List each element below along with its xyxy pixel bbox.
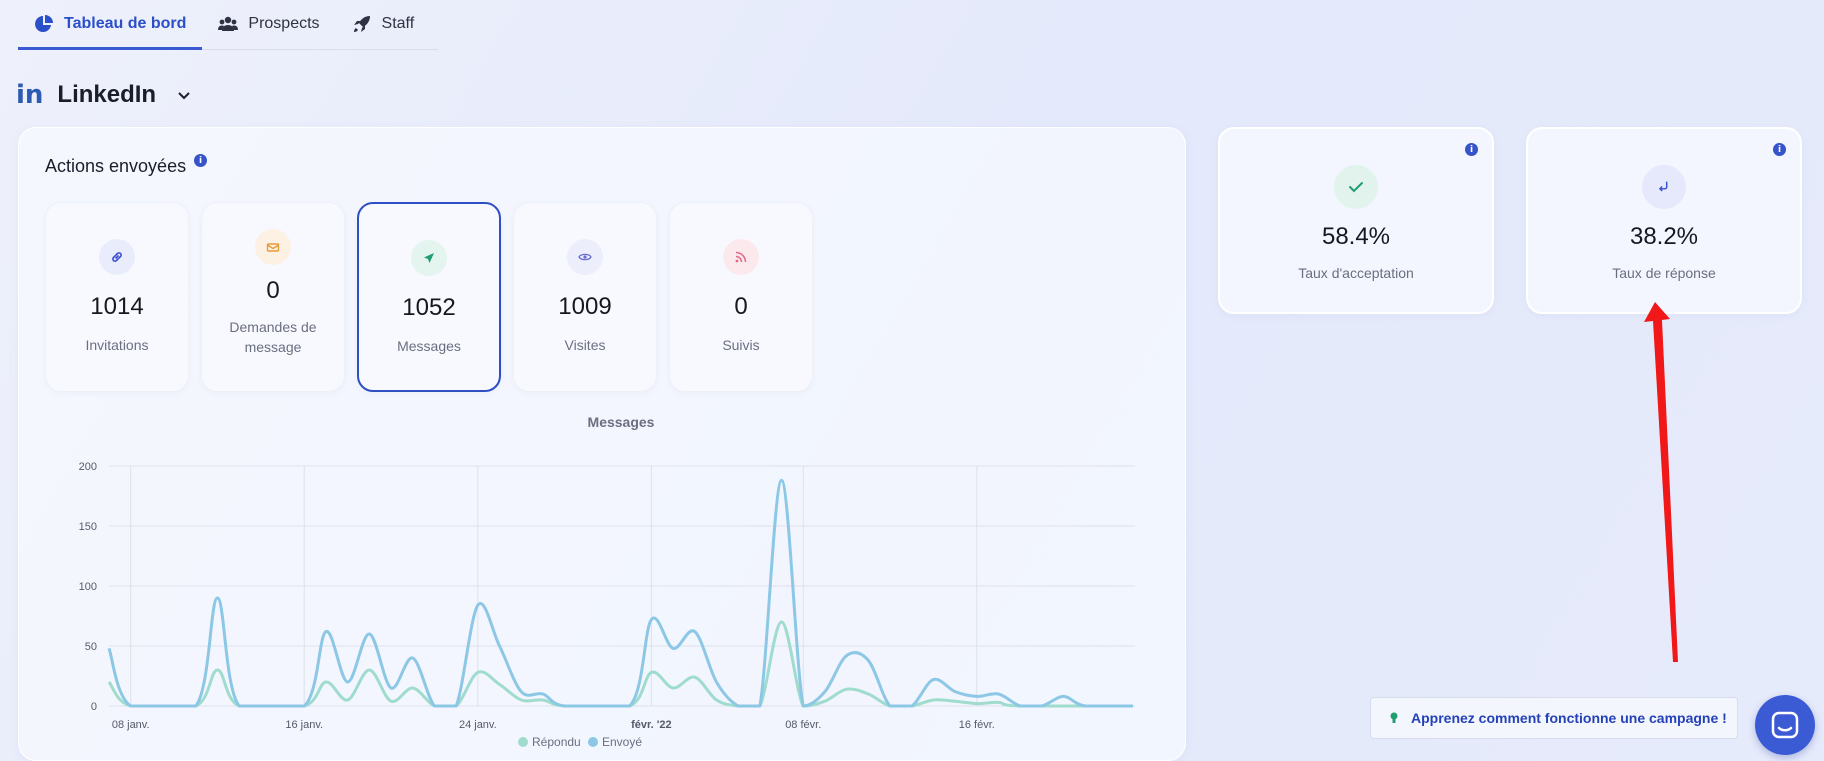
reply-icon: [1642, 165, 1686, 209]
rate-label: Taux de réponse: [1612, 265, 1716, 281]
link-icon: [99, 239, 135, 275]
lightbulb-icon: [1390, 712, 1398, 723]
check-icon: [1334, 165, 1378, 209]
x-tick-label: 16 janv.: [285, 719, 323, 731]
legend-marker: [518, 737, 528, 747]
users-icon: [218, 16, 239, 31]
tab-staff[interactable]: Staff: [336, 0, 431, 48]
panel-title-text: Actions envoyées: [45, 156, 187, 176]
stat-label: Messages: [397, 338, 461, 354]
actions-panel: Actions envoyées i 1014 Invitations 0 De…: [18, 127, 1186, 761]
series-line-repondu: [107, 620, 1133, 708]
chat-button[interactable]: [1755, 695, 1815, 755]
stat-label: Demandes de message: [229, 319, 317, 355]
x-tick-label: févr. '22: [631, 719, 672, 731]
learn-campaign-link[interactable]: Apprenez comment fonctionne une campagne…: [1370, 697, 1738, 739]
x-tick-label: 08 janv.: [112, 719, 150, 731]
y-tick-label: 50: [85, 641, 97, 653]
panel-title: Actions envoyées i: [45, 154, 208, 177]
stat-value: 0: [734, 293, 748, 320]
y-tick-label: 200: [79, 461, 97, 473]
response-rate-card: i 38.2% Taux de réponse: [1526, 127, 1802, 314]
chevron-down-icon: [178, 92, 190, 100]
tab-prospects[interactable]: Prospects: [202, 0, 335, 48]
stat-label: Invitations: [85, 337, 149, 353]
linkedin-icon: in: [16, 80, 44, 110]
series-line-envoye: [107, 478, 1133, 708]
stat-card-follows[interactable]: 0 Suivis: [669, 202, 813, 392]
rate-value: 58.4%: [1321, 223, 1391, 250]
stat-value: 1014: [90, 293, 144, 320]
tab-label: Tableau de bord: [64, 14, 187, 32]
chart-title: Messages: [588, 414, 655, 430]
eye-icon: [567, 239, 603, 275]
info-icon[interactable]: i: [1773, 143, 1786, 156]
envelope-icon: [255, 229, 291, 265]
stat-label: Suivis: [722, 337, 760, 353]
channel-name: LinkedIn: [57, 81, 157, 108]
legend-label: Envoyé: [602, 735, 642, 749]
stat-card-visits[interactable]: 1009 Visites: [513, 202, 657, 392]
tab-dashboard[interactable]: Tableau de bord: [18, 0, 203, 50]
rocket-icon: [353, 16, 370, 32]
y-tick-label: 150: [79, 521, 97, 533]
rate-label: Taux d'acceptation: [1298, 265, 1414, 281]
x-tick-label: 08 févr.: [785, 719, 821, 731]
info-icon[interactable]: i: [194, 154, 208, 167]
x-tick-label: 24 janv.: [459, 719, 497, 731]
messages-chart-svg: Messages 0 50 100 150 200 08 janv. 16 janv. 24 j…: [79, 414, 1135, 749]
rss-icon: [723, 239, 759, 275]
y-tick-label: 100: [79, 581, 97, 593]
stat-card-invitations[interactable]: 1014 Invitations: [45, 202, 189, 392]
top-tabs: Tableau de bord Prospects Staff: [18, 0, 438, 50]
stat-value: 0: [266, 277, 280, 304]
stat-card-messages[interactable]: 1052 Messages: [357, 202, 501, 392]
channel-selector[interactable]: in LinkedIn: [16, 80, 192, 110]
pie-chart-icon: [35, 14, 53, 32]
send-icon: [411, 240, 447, 276]
stat-cards: 1014 Invitations 0 Demandes de message 1…: [45, 202, 813, 392]
legend-label: Répondu: [532, 735, 581, 749]
y-tick-label: 0: [91, 701, 97, 713]
messages-chart: Messages 0 50 100 150 200 08 janv. 16 janv. 24 j…: [45, 412, 1165, 761]
stat-card-message-requests[interactable]: 0 Demandes de message: [201, 202, 345, 392]
stat-value: 1009: [558, 293, 612, 320]
stat-label: Visites: [564, 337, 606, 353]
tab-label: Prospects: [248, 15, 320, 32]
acceptance-rate-card: i 58.4% Taux d'acceptation: [1218, 127, 1494, 314]
rate-value: 38.2%: [1629, 223, 1699, 250]
learn-link-text: Apprenez comment fonctionne une campagne…: [1411, 710, 1727, 726]
x-tick-label: 16 févr.: [959, 719, 995, 731]
tab-label: Staff: [381, 15, 415, 32]
legend-marker: [588, 737, 598, 747]
stat-value: 1052: [402, 294, 456, 321]
info-icon[interactable]: i: [1465, 143, 1478, 156]
chat-icon: [1771, 711, 1799, 739]
